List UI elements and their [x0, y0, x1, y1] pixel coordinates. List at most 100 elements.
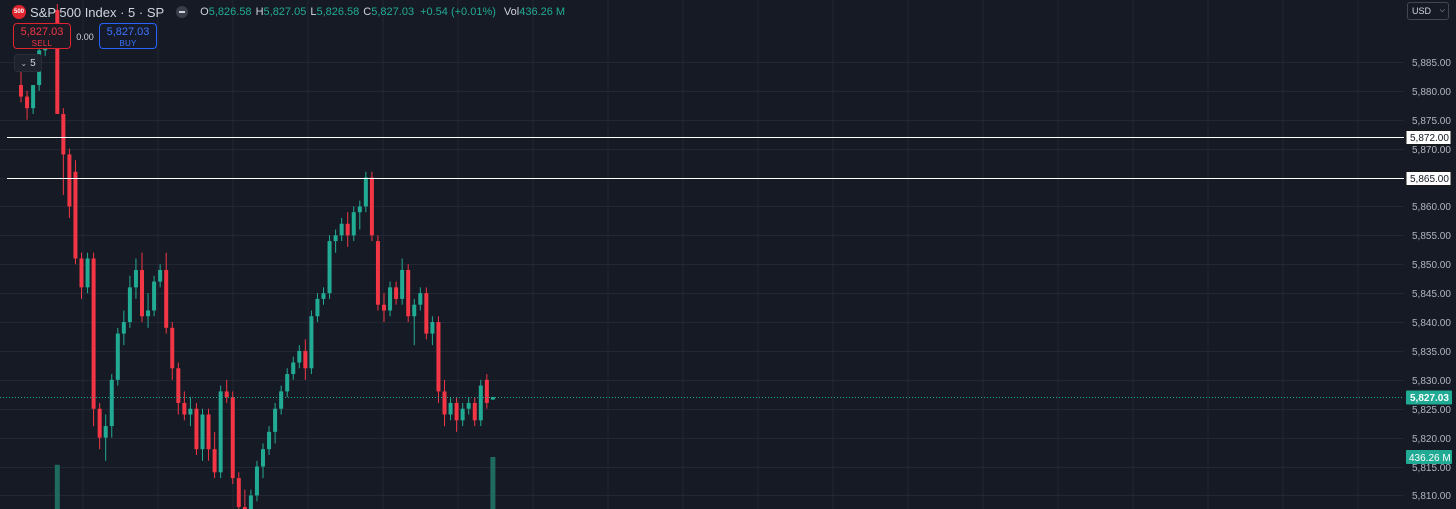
candle-body [490, 397, 495, 400]
candle-body [200, 414, 205, 450]
candle-body [230, 397, 235, 479]
candle-body [133, 270, 138, 288]
symbol-logo-icon: 500 [12, 5, 26, 19]
chevron-down-icon: ⌵ [1439, 7, 1445, 14]
y-axis-tick-label: 5,850.00 [1412, 260, 1451, 271]
candle-body [127, 287, 132, 323]
candle-body [146, 310, 151, 317]
high-label: H [255, 6, 264, 18]
volume-label-bg [1406, 450, 1452, 464]
candle-body [333, 235, 338, 242]
y-axis-tick-label: 5,835.00 [1412, 347, 1451, 358]
buy-button[interactable]: 5,827.03 BUY [99, 23, 157, 49]
candle-body [484, 379, 489, 403]
y-axis-tick-label: 5,820.00 [1412, 434, 1451, 445]
candle-body [19, 85, 23, 97]
trade-panel: 5,827.03 SELL 0.00 5,827.03 BUY [13, 23, 157, 49]
y-axis-tick-label: 5,845.00 [1412, 289, 1451, 300]
volume-axis-label: 436.26 M [1409, 453, 1451, 464]
candle-body [218, 391, 223, 473]
collapse-legend-icon[interactable] [176, 6, 189, 18]
candle-body [369, 177, 374, 236]
high-value: 5,827.05 [263, 6, 307, 18]
candle-body [303, 350, 308, 369]
buy-price: 5,827.03 [106, 26, 150, 38]
candle-body [79, 258, 84, 288]
candle-body [109, 379, 114, 427]
interval-selector[interactable]: ⌄ 5 [14, 54, 42, 72]
horizontal-line-label-bg [1405, 171, 1452, 186]
currency-selector[interactable]: USD ⌵ [1407, 2, 1449, 20]
candle-body [67, 154, 72, 207]
candle-body [97, 408, 102, 438]
y-axis-tick-label: 5,870.00 [1412, 145, 1451, 156]
y-axis-tick-label: 5,815.00 [1412, 463, 1451, 474]
y-axis-tick-label: 5,885.00 [1412, 58, 1451, 69]
last-price-label: 5,827.03 [1410, 393, 1449, 404]
buy-label: BUY [119, 39, 137, 48]
candle-body [430, 322, 435, 334]
volume-label: Vol [503, 6, 520, 18]
candle-body [424, 293, 429, 334]
candle-body [164, 270, 169, 328]
close-value: 5,827.03 [371, 6, 415, 18]
y-axis-tick-label: 5,810.00 [1412, 491, 1451, 502]
y-axis-tick-label: 5,880.00 [1412, 87, 1451, 98]
candle-body [31, 85, 36, 109]
candle-body [321, 293, 326, 299]
open-value: 5,826.58 [208, 6, 252, 18]
candle-body [261, 449, 265, 467]
candle-body [115, 333, 120, 380]
candle-body [388, 287, 393, 311]
candle-body [158, 270, 163, 282]
candle-body [242, 506, 247, 509]
candle-body [91, 258, 96, 409]
candle-body [152, 281, 157, 311]
candle-body [61, 113, 66, 155]
candle-body [436, 322, 441, 392]
candle-body [339, 223, 344, 236]
candle-body [406, 270, 411, 317]
open-label: O [200, 6, 209, 18]
y-axis-tick-label: 5,855.00 [1412, 231, 1451, 242]
candle-body [363, 177, 368, 207]
candle-body [351, 212, 356, 236]
sell-label: SELL [31, 39, 53, 48]
candle-body [454, 402, 459, 421]
candle-body [291, 362, 296, 375]
close-label: C [363, 6, 372, 18]
candle-body [267, 431, 272, 450]
candle-body [121, 322, 126, 334]
horizontal-line-label: 5,865.00 [1410, 174, 1449, 185]
candle-body [279, 391, 284, 409]
last-price-label-bg [1406, 390, 1452, 405]
low-label: L [310, 6, 317, 18]
candle-body [140, 270, 144, 317]
low-value: 5,826.58 [316, 6, 360, 18]
candle-body [442, 391, 447, 415]
candle-body [460, 408, 465, 421]
volume-bar [490, 457, 496, 509]
candle-body [315, 298, 320, 317]
candle-body [357, 206, 362, 213]
chevron-down-icon: ⌄ [20, 58, 28, 68]
candle-body [273, 408, 278, 432]
symbol-header: 500 S&P 500 Index · 5 · SP O 5,826.58 H 5,… [12, 4, 567, 20]
volume-bar [54, 464, 60, 509]
candle-body [327, 241, 332, 294]
candle-body [224, 391, 229, 398]
sell-button[interactable]: 5,827.03 SELL [13, 23, 71, 49]
candle-body [394, 287, 399, 299]
candle-body [285, 374, 290, 392]
horizontal-line-label: 5,872.00 [1410, 133, 1449, 144]
candle-body [478, 385, 483, 421]
symbol-title[interactable]: S&P 500 Index · 5 · SP [30, 4, 165, 20]
candle-body [297, 350, 302, 363]
candle-body [466, 402, 471, 409]
candle-body [212, 449, 217, 473]
candle-body [194, 408, 199, 450]
candle-body [418, 293, 423, 305]
y-axis-tick-label: 5,830.00 [1412, 376, 1451, 387]
